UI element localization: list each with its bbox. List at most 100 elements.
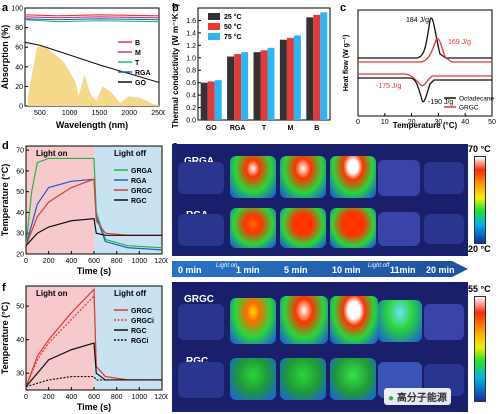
- b-ytick-label: 0.4: [186, 93, 196, 100]
- chart-d: Light on Light off 0 200 400 600 800 1000 1200…: [0, 145, 168, 276]
- chart-a-xlabel: Wavelength (nm): [56, 120, 128, 130]
- b-bar: [200, 82, 208, 120]
- b-bar: [313, 14, 321, 120]
- a-xtick-label: 1500: [92, 110, 108, 117]
- sample-g2-0min: [178, 362, 224, 398]
- annotation-minus-175: -175 J/g: [376, 83, 401, 90]
- b-bar: [207, 81, 215, 120]
- panel-letter-f: f: [2, 282, 6, 294]
- d-xtick-label: 600: [88, 258, 100, 265]
- chart-c-frame: [357, 9, 493, 117]
- f-xtick-label: 400: [65, 394, 77, 401]
- panel-letter-d: d: [2, 140, 9, 152]
- timeline-light-on: Light on: [216, 263, 238, 269]
- c-xtick-label: 20: [408, 119, 416, 126]
- f-xtick-label: 600: [88, 394, 100, 401]
- b-bar: [260, 50, 268, 120]
- f-xtick-label: 1000: [132, 394, 148, 401]
- a-ytick-label: 60: [15, 45, 23, 52]
- sample-e1-0min: [178, 162, 224, 194]
- a-series-M: [24, 16, 160, 19]
- a-legend-label: GO: [135, 80, 146, 87]
- d-series-GRGC: [25, 178, 162, 246]
- c-xtick-label: 10: [381, 119, 389, 126]
- d-xtick-label: 1000: [132, 258, 148, 265]
- sample-e2-20min: [424, 214, 464, 244]
- f-xtick-label: 200: [43, 394, 55, 401]
- b-bar: [241, 52, 249, 120]
- sample-e1-1min: [230, 156, 276, 198]
- chart-f: Light on Light off 0 200 400 600 800 1000 1200…: [0, 285, 168, 412]
- thermal-g-row1-label: GRGC: [184, 294, 214, 305]
- chart-a: 500 1000 1500 2000 2500 0 20 40 60 80 100 BMT RGA GO…: [0, 6, 165, 131]
- panel-letter-c: c: [340, 2, 347, 14]
- scale-g-max: 55 °C: [468, 284, 491, 294]
- chart-f-light-on: Light on: [36, 289, 68, 298]
- a-ytick-label: 40: [15, 64, 23, 71]
- sample-e1-5min: [280, 156, 326, 198]
- a-series-T: [24, 19, 160, 23]
- b-bar: [320, 12, 328, 121]
- chart-b: 0.0 0.2 0.4 0.6 0.8 1.0 1.2 1.4 1.6 GO RGA T M B 25 …: [171, 3, 331, 132]
- a-ytick-label: 20: [15, 84, 23, 91]
- c-xtick-label: 30: [435, 119, 443, 126]
- b-bar: [279, 39, 287, 120]
- a-ytick-label: 100: [11, 6, 23, 13]
- c-legend-label: Octadecane: [459, 96, 494, 103]
- b-legend-swatch: [208, 13, 220, 20]
- b-legend-label: 25 °C: [224, 13, 242, 21]
- f-series-RGC: [25, 342, 162, 388]
- sample-g1-1min: [230, 298, 276, 344]
- d-ytick-label: 70: [16, 148, 24, 155]
- chart-b-ylabel: Thermal conductivity (W m⁻¹K⁻¹): [171, 3, 180, 128]
- f-series-GRGCi: [25, 294, 162, 387]
- chart-f-light-off: Light off: [114, 289, 146, 298]
- sample-g1-11min: [378, 300, 422, 342]
- panel-letter-b: b: [172, 2, 179, 14]
- a-series-B: [24, 14, 160, 17]
- sample-g2-5min: [280, 358, 326, 400]
- annotation-minus-190: -190 J/g: [428, 99, 453, 106]
- f-xtick-label: 800: [111, 394, 123, 401]
- a-legend-label: B: [135, 40, 140, 47]
- sample-e1-11min: [378, 160, 420, 196]
- d-xtick-label: 200: [43, 258, 55, 265]
- chart-f-xlabel: Time (s): [77, 402, 111, 412]
- a-ytick-label: 0: [19, 104, 23, 111]
- d-legend-label: GRGA: [131, 168, 152, 175]
- b-category-label: B: [314, 125, 319, 132]
- f-xtick-label: 1200: [154, 394, 168, 401]
- chart-d-ylabel: Temperature (°C): [0, 164, 10, 236]
- a-xtick-label: 1000: [62, 110, 78, 117]
- b-bar: [234, 54, 242, 120]
- d-ytick-label: 60: [16, 168, 24, 175]
- chart-d-xlabel: Time (s): [77, 266, 111, 276]
- chart-c-ylabel: Heat flow (W g⁻¹): [343, 35, 350, 92]
- sample-e1-10min: [330, 156, 376, 198]
- annotation-169: 169 J/g: [448, 39, 471, 46]
- a-ytick-label: 80: [15, 25, 23, 32]
- sample-g1-10min: [330, 296, 378, 344]
- sample-e2-5min: [280, 208, 326, 248]
- b-legend-label: 75 °C: [224, 33, 242, 41]
- a-legend-label: M: [135, 50, 141, 57]
- b-ytick-label: 1.4: [186, 30, 196, 37]
- grgc-heating-curve: [358, 38, 492, 63]
- sample-e2-1min: [230, 208, 276, 248]
- f-ytick-label: 30: [16, 371, 24, 378]
- timeline-1min: 1 min: [236, 265, 260, 275]
- b-category-label: T: [262, 125, 267, 132]
- sample-g1-0min: [178, 304, 224, 340]
- thermal-image-g: GRGC RGC ● 高分子能源: [172, 282, 468, 412]
- c-xtick-label: 0: [356, 119, 360, 126]
- octadecane-heating-curve: [358, 17, 492, 59]
- d-ytick-label: 20: [16, 252, 24, 259]
- d-legend-label: GRGC: [131, 188, 152, 195]
- timeline-arrow: 0 min 1 min 5 min 10 min 11min 20 min Li…: [172, 261, 468, 277]
- sample-g2-1min: [230, 358, 276, 400]
- b-ytick-label: 0.0: [186, 118, 196, 125]
- b-bar: [306, 17, 314, 120]
- sample-g1-5min: [280, 296, 328, 344]
- f-legend-label: GRGC: [131, 308, 152, 315]
- c-xtick-label: 40: [461, 119, 469, 126]
